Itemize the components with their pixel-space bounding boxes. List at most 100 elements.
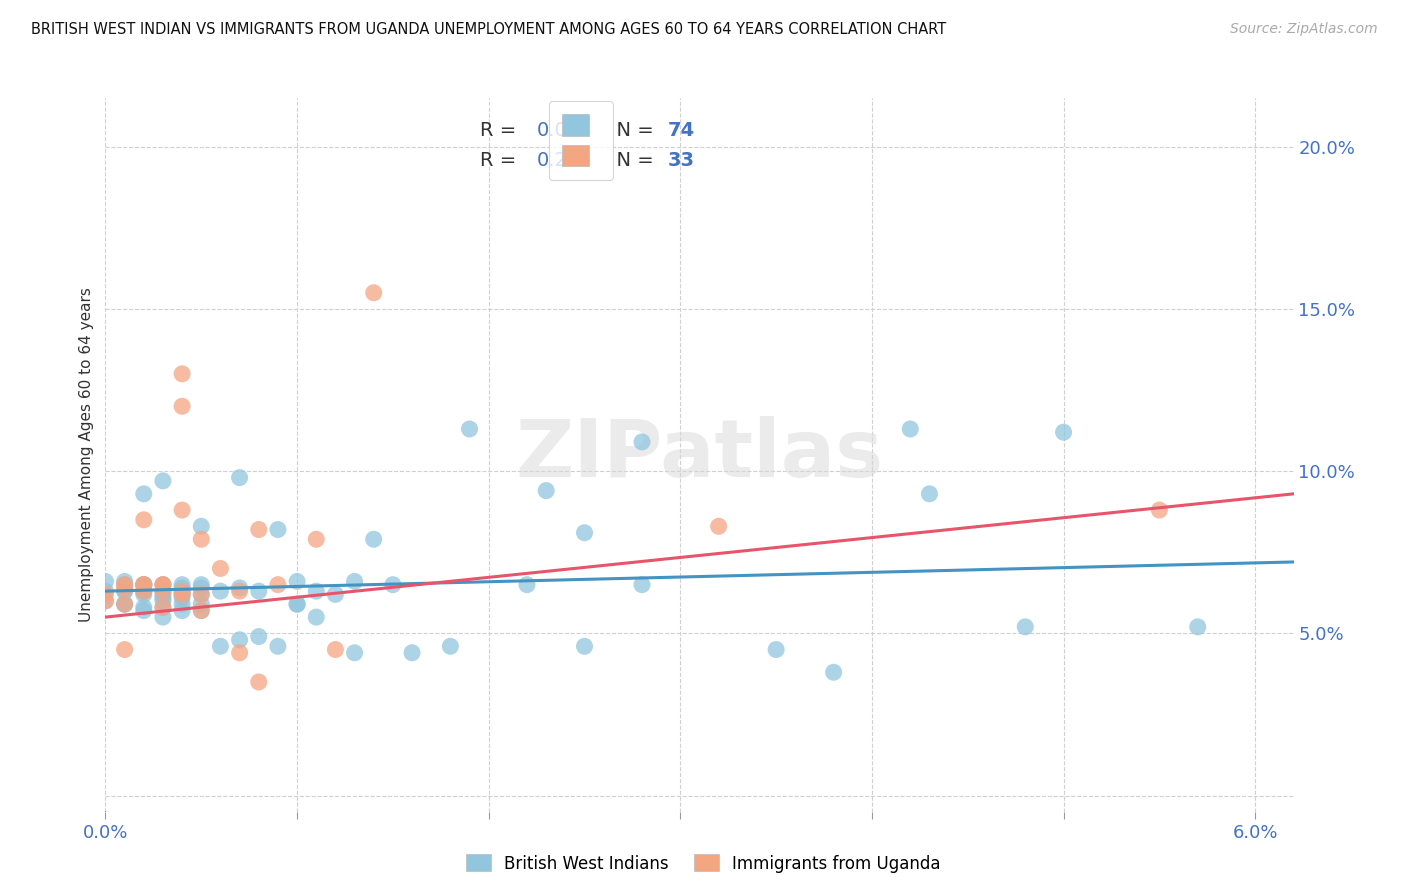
Point [114, 642, 136, 657]
Point [114, 577, 136, 591]
Point [132, 584, 155, 599]
Point [132, 577, 155, 591]
Text: N =: N = [605, 152, 661, 170]
Text: BRITISH WEST INDIAN VS IMMIGRANTS FROM UGANDA UNEMPLOYMENT AMONG AGES 60 TO 64 Y: BRITISH WEST INDIAN VS IMMIGRANTS FROM U… [31, 22, 946, 37]
Point [1014, 620, 1036, 634]
Point [305, 533, 328, 547]
Point [305, 610, 328, 624]
Point [401, 646, 423, 660]
Point [132, 577, 155, 591]
Point [172, 503, 194, 517]
Point [228, 581, 250, 595]
Point [94, 594, 117, 608]
Point [152, 577, 174, 591]
Point [114, 574, 136, 589]
Point [209, 584, 232, 599]
Point [1052, 425, 1074, 440]
Point [172, 577, 194, 591]
Point [132, 584, 155, 599]
Point [209, 640, 232, 654]
Point [228, 632, 250, 647]
Point [574, 640, 596, 654]
Point [190, 604, 212, 618]
Point [228, 470, 250, 484]
Point [94, 587, 117, 601]
Text: 0.231: 0.231 [537, 152, 592, 170]
Point [152, 577, 174, 591]
Point [132, 587, 155, 601]
Point [247, 523, 270, 537]
Y-axis label: Unemployment Among Ages 60 to 64 years: Unemployment Among Ages 60 to 64 years [79, 287, 94, 623]
Point [172, 587, 194, 601]
Point [325, 587, 347, 601]
Text: ZIPatlas: ZIPatlas [516, 416, 883, 494]
Point [190, 587, 212, 601]
Point [132, 600, 155, 615]
Point [247, 675, 270, 690]
Point [132, 577, 155, 591]
Text: 0.046: 0.046 [537, 120, 592, 140]
Point [631, 577, 654, 591]
Point [132, 604, 155, 618]
Point [152, 600, 174, 615]
Point [152, 584, 174, 599]
Point [172, 597, 194, 611]
Point [267, 523, 290, 537]
Point [114, 584, 136, 599]
Point [172, 584, 194, 599]
Point [534, 483, 557, 498]
Point [247, 584, 270, 599]
Point [343, 646, 366, 660]
Point [94, 584, 117, 599]
Point [190, 597, 212, 611]
Point [152, 577, 174, 591]
Point [458, 422, 481, 436]
Text: R =: R = [105, 811, 108, 812]
Point [209, 561, 232, 575]
Point [285, 597, 308, 611]
Point [325, 642, 347, 657]
Point [190, 577, 212, 591]
Point [152, 600, 174, 615]
Point [574, 525, 596, 540]
Point [305, 584, 328, 599]
Point [114, 577, 136, 591]
Point [631, 434, 654, 449]
Point [516, 577, 538, 591]
Point [247, 630, 270, 644]
Point [114, 597, 136, 611]
Point [94, 574, 117, 589]
Point [152, 610, 174, 624]
Point [152, 474, 174, 488]
Point [285, 597, 308, 611]
Point [132, 577, 155, 591]
Text: R =: R = [479, 120, 522, 140]
Point [114, 584, 136, 599]
Point [765, 642, 787, 657]
Point [132, 584, 155, 599]
Point [172, 591, 194, 605]
Point [94, 594, 117, 608]
Point [172, 581, 194, 595]
Point [132, 577, 155, 591]
Point [172, 399, 194, 413]
Point [114, 597, 136, 611]
Point [152, 594, 174, 608]
Point [114, 581, 136, 595]
Point [343, 574, 366, 589]
Legend: , : , [548, 101, 613, 180]
Text: N =: N = [605, 120, 661, 140]
Point [267, 577, 290, 591]
Text: Source: ZipAtlas.com: Source: ZipAtlas.com [1230, 22, 1378, 37]
Point [381, 577, 404, 591]
Point [152, 591, 174, 605]
Point [363, 533, 385, 547]
Point [132, 513, 155, 527]
Point [918, 487, 941, 501]
Point [172, 604, 194, 618]
Point [363, 285, 385, 300]
Legend: British West Indians, Immigrants from Uganda: British West Indians, Immigrants from Ug… [458, 847, 948, 880]
Point [152, 587, 174, 601]
Point [439, 640, 461, 654]
Text: 74: 74 [668, 120, 695, 140]
